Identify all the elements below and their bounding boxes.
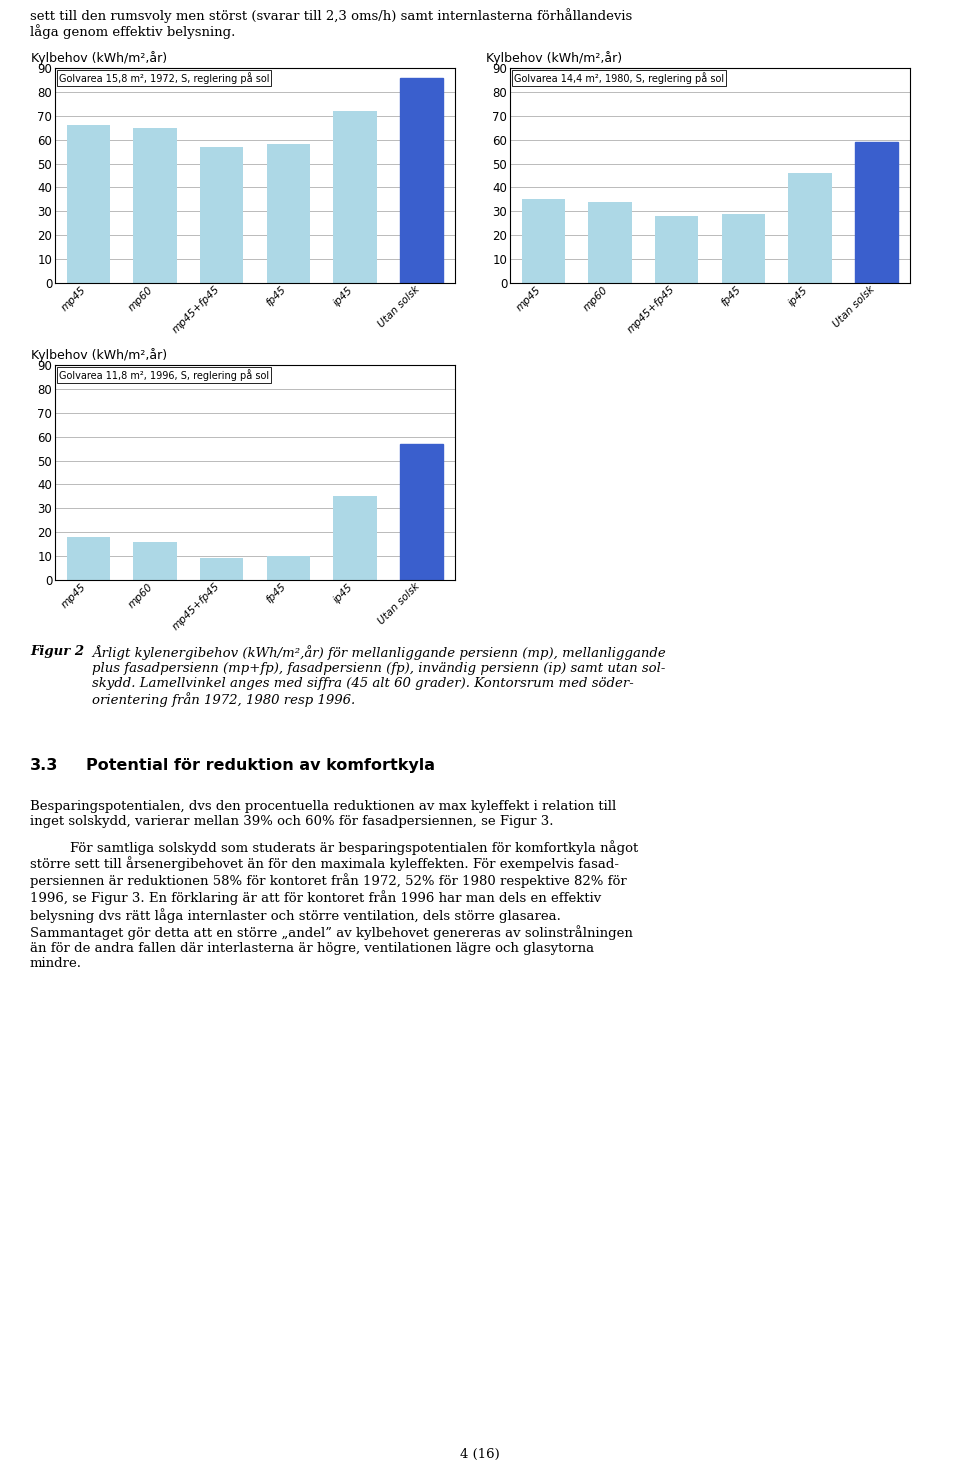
Bar [855,142,899,282]
Bar [788,173,831,282]
Bar [133,127,177,282]
Text: låga genom effektiv belysning.: låga genom effektiv belysning. [30,24,235,38]
Bar [200,146,243,282]
Bar [133,541,177,580]
Bar [521,200,565,282]
Text: Golvarea 11,8 m², 1996, S, reglering på sol: Golvarea 11,8 m², 1996, S, reglering på … [59,370,269,382]
Bar [655,216,698,282]
Text: Årligt kylenergibehov (kWh/m²,år) för mellanliggande persienn (mp), mellanliggan: Årligt kylenergibehov (kWh/m²,år) för me… [92,645,666,707]
Bar [66,126,110,282]
Text: Golvarea 14,4 m², 1980, S, reglering på sol: Golvarea 14,4 m², 1980, S, reglering på … [514,72,724,84]
Bar [333,111,376,282]
Bar [400,444,444,580]
Text: större sett till årsenergibehovet än för den maximala kyleffekten. För exempelvi: större sett till årsenergibehovet än för… [30,856,633,970]
Bar [588,201,632,282]
Text: 4 (16): 4 (16) [460,1448,500,1461]
Text: Potential för reduktion av komfortkyla: Potential för reduktion av komfortkyla [85,759,435,774]
Text: Kylbehov (kWh/m²,år): Kylbehov (kWh/m²,år) [31,349,167,362]
Text: Kylbehov (kWh/m²,år): Kylbehov (kWh/m²,år) [486,52,622,65]
Bar [400,77,444,282]
Text: 3.3: 3.3 [30,759,59,774]
Bar [722,214,765,282]
Text: För samtliga solskydd som studerats är besparingspotentialen för komfortkyla någ: För samtliga solskydd som studerats är b… [70,840,638,855]
Bar [333,497,376,580]
Text: Figur 2: Figur 2 [30,645,84,658]
Text: Golvarea 15,8 m², 1972, S, reglering på sol: Golvarea 15,8 m², 1972, S, reglering på … [59,72,270,84]
Bar [267,145,310,282]
Bar [200,559,243,580]
Bar [267,556,310,580]
Text: sett till den rumsvoly men störst (svarar till 2,3 oms/h) samt internlasterna fö: sett till den rumsvoly men störst (svara… [30,7,633,22]
Bar [66,537,110,580]
Text: Kylbehov (kWh/m²,år): Kylbehov (kWh/m²,år) [31,52,167,65]
Text: Besparingspotentialen, dvs den procentuella reduktionen av max kyleffekt i relat: Besparingspotentialen, dvs den procentue… [30,800,616,828]
